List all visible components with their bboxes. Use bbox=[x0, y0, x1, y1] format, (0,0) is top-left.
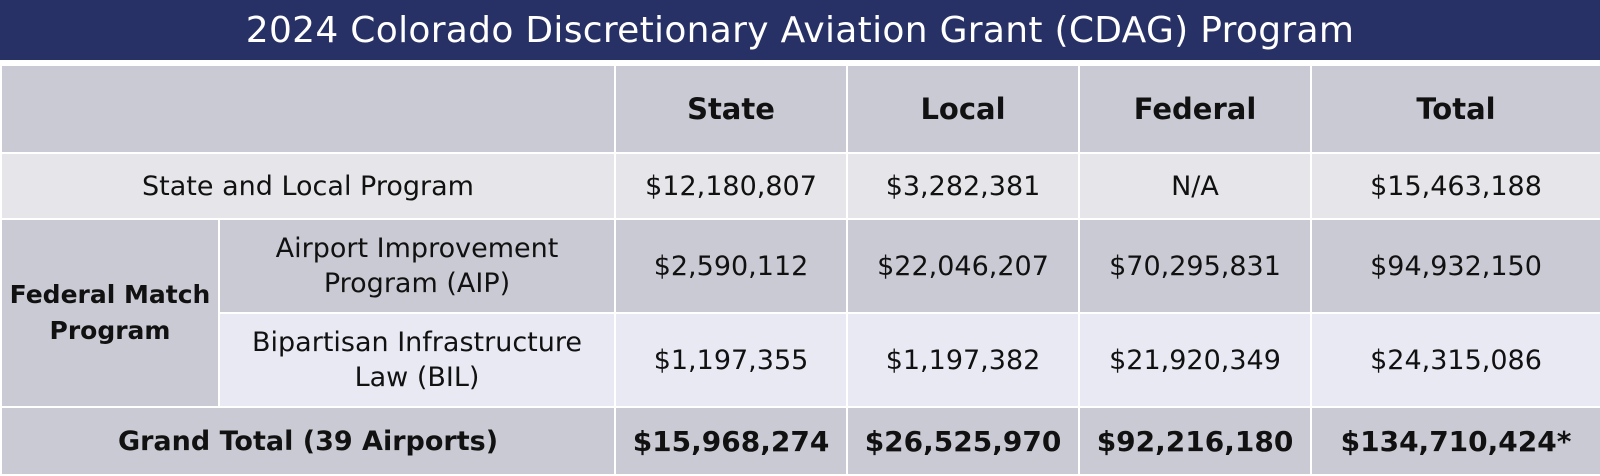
cell-federal: N/A bbox=[1078, 152, 1312, 220]
cell-state: $15,968,274 bbox=[614, 406, 848, 476]
table-row: Federal Match Program Airport Improvemen… bbox=[0, 218, 1600, 408]
column-header-state: State bbox=[614, 64, 848, 154]
cell-federal: $70,295,831 bbox=[1078, 218, 1312, 314]
cell-total: $94,932,150 bbox=[1310, 218, 1600, 314]
row-group-federal-match: Federal Match Program bbox=[0, 218, 220, 408]
cell-state: $2,590,112 bbox=[614, 218, 848, 314]
cell-local: $22,046,207 bbox=[846, 218, 1080, 314]
row-label-bil: Bipartisan Infrastructure Law (BIL) bbox=[218, 312, 616, 408]
cell-local: $1,197,382 bbox=[846, 312, 1080, 408]
cell-state: $1,197,355 bbox=[614, 312, 848, 408]
grant-table: State Local Federal Total State and Loca… bbox=[0, 64, 1600, 476]
cell-total: $24,315,086 bbox=[1310, 312, 1600, 408]
grand-total-row: Grand Total (39 Airports) $15,968,274 $2… bbox=[0, 406, 1600, 476]
row-label-grand-total: Grand Total (39 Airports) bbox=[0, 406, 616, 476]
header-row: State Local Federal Total bbox=[0, 64, 1600, 154]
row-label-state-local: State and Local Program bbox=[0, 152, 616, 220]
table-title: 2024 Colorado Discretionary Aviation Gra… bbox=[0, 0, 1600, 60]
column-header-federal: Federal bbox=[1078, 64, 1312, 154]
cell-federal: $21,920,349 bbox=[1078, 312, 1312, 408]
empty-header-cell bbox=[0, 64, 616, 154]
cell-federal: $92,216,180 bbox=[1078, 406, 1312, 476]
row-label-aip: Airport Improvement Program (AIP) bbox=[218, 218, 616, 314]
cell-local: $26,525,970 bbox=[846, 406, 1080, 476]
table-row: Bipartisan Infrastructure Law (BIL) $1,1… bbox=[1, 312, 1600, 408]
cell-total: $134,710,424* bbox=[1310, 406, 1600, 476]
cell-local: $3,282,381 bbox=[846, 152, 1080, 220]
column-header-local: Local bbox=[846, 64, 1080, 154]
table-row: State and Local Program $12,180,807 $3,2… bbox=[0, 152, 1600, 220]
cell-total: $15,463,188 bbox=[1310, 152, 1600, 220]
column-header-total: Total bbox=[1310, 64, 1600, 154]
cell-state: $12,180,807 bbox=[614, 152, 848, 220]
